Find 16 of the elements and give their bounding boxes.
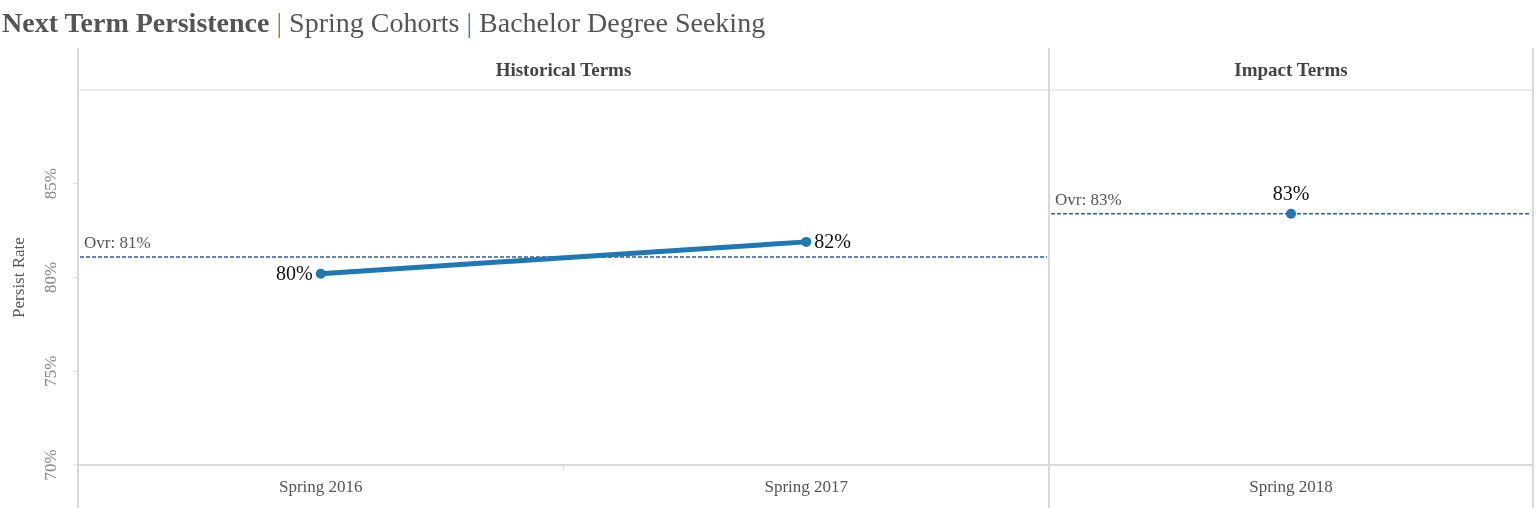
y-tick-label: 75% (41, 355, 60, 387)
ref-line-label: Ovr: 83% (1055, 189, 1122, 209)
data-label: 83% (1272, 181, 1310, 204)
y-tick-label: 70% (41, 449, 60, 481)
chart-title: Next Term Persistence | Spring Cohorts | Bachelor Degree Seeking (2, 7, 766, 38)
y-tick-label: 85% (41, 168, 60, 200)
chart-subtitle: Impact Terms (1234, 59, 1348, 80)
x-tick-label: Spring 2016 (278, 477, 363, 496)
y-tick-label: 80% (41, 261, 60, 294)
ref-line-label: Ovr: 81% (84, 232, 151, 252)
x-tick-label: Spring 2018 (1249, 477, 1333, 496)
data-label: 80% (276, 261, 313, 284)
chart-subtitle: Historical Terms (495, 59, 632, 80)
data-label: 82% (814, 229, 851, 252)
y-axis-title: Persist Rate (9, 237, 28, 318)
x-tick-label: Spring 2017 (764, 477, 849, 496)
